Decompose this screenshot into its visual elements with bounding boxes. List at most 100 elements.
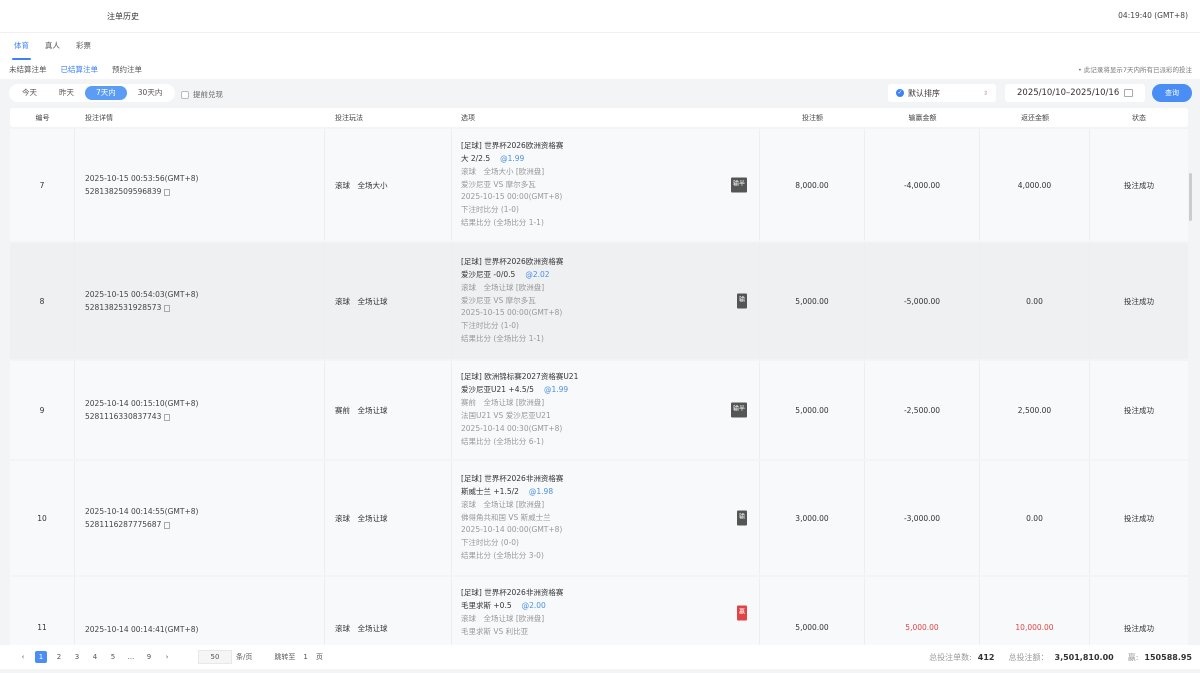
updown-arrow-icon: ⇕ [982, 89, 988, 97]
bet-id: 5281382509596839 [85, 185, 198, 198]
tab-unsettled[interactable]: 未结算注单 [9, 65, 47, 74]
calendar-icon[interactable] [1124, 89, 1133, 97]
page-9[interactable]: 9 [146, 653, 152, 661]
col-bet-type: 投注玩法 [335, 113, 363, 122]
bet-id: 5281116330837743 [85, 410, 198, 423]
return-amount: 4,000.00 [980, 129, 1090, 241]
selection-line: 2025-10-14 00:30(GMT+8) [461, 423, 563, 433]
selection-line: 结果比分 (全场比分 3-0) [461, 551, 544, 561]
selection: [足球] 世界杯2026欧洲资格赛大 2/2.5 @1.99 滚球 全场大小 [欧洲… [452, 129, 760, 241]
records-note: • 此记录将显示7天内所有已派彩的投注 [1077, 66, 1192, 74]
bet-details: 2025-10-15 00:53:56(GMT+8) 52813825095968… [75, 129, 325, 241]
result-badge: 输半 [730, 177, 747, 193]
col-bet-details: 投注详情 [85, 113, 113, 122]
page-1[interactable]: 1 [35, 651, 47, 663]
selection-line: 下注时比分 (1-0) [461, 205, 519, 215]
selection-detail: [足球] 世界杯2026欧洲资格赛 爱沙尼亚 -0/0.5 @2.02 滚球 全场让球… [461, 246, 759, 356]
page-size-input[interactable]: 50 [198, 650, 232, 664]
odds: @2.00 [521, 600, 546, 610]
next-page-icon[interactable]: › [165, 653, 169, 661]
pick: 爱沙尼亚U21 +4.5/5 @1.99 [461, 385, 569, 395]
total-count: 412 [977, 652, 995, 662]
scrollbar[interactable] [1189, 173, 1192, 221]
win-loss: -3,000.00 [865, 461, 980, 575]
bet-id: 5281116287775687 [85, 518, 198, 531]
col-number: 编号 [35, 113, 50, 122]
league: [足球] 世界杯2026欧洲资格赛 [461, 140, 564, 150]
early-cashout-checkbox[interactable]: 提前兑现 [181, 89, 223, 100]
date-range-input[interactable]: 2025/10/10–2025/10/16 [1005, 84, 1145, 102]
bet-details: 2025-10-14 00:15:10(GMT+8) 52811163308377… [75, 361, 325, 459]
win-loss: 5,000.00 [865, 577, 980, 647]
page-4[interactable]: 4 [92, 653, 98, 661]
odds: @1.99 [543, 385, 569, 395]
range-today[interactable]: 今天 [22, 88, 37, 97]
check-circle-icon: ✓ [896, 89, 904, 97]
selection-line: 2025-10-14 00:00(GMT+8) [461, 525, 563, 535]
league: [足球] 世界杯2026非洲资格赛 [461, 588, 564, 597]
copy-icon[interactable] [164, 413, 171, 421]
range-yesterday[interactable]: 昨天 [59, 88, 74, 97]
total-win-label: 赢: [1127, 652, 1139, 662]
tab-sports[interactable]: 体育 [12, 41, 31, 60]
selection-line: 滚球 全场让球 [欧洲盘] [461, 282, 545, 292]
prev-page-icon[interactable]: ‹ [21, 653, 25, 661]
table-row: 11 2025-10-14 00:14:41(GMT+8) 滚球 全场让球 [足球] … [10, 577, 1188, 647]
return-amount: 0.00 [980, 243, 1090, 359]
stake: 5,000.00 [760, 243, 865, 359]
copy-icon[interactable] [164, 304, 171, 312]
tab-reserved[interactable]: 预约注单 [112, 65, 142, 74]
status: 投注成功 [1124, 624, 1154, 633]
selection-line: 下注时比分 (1-0) [461, 321, 519, 331]
row-number: 10 [10, 461, 75, 575]
checkbox-icon[interactable] [181, 90, 189, 99]
bet-details-text: 2025-10-14 00:14:41(GMT+8) [85, 623, 198, 636]
sort-value: 默认排序 [908, 88, 940, 98]
range-30-days[interactable]: 30天内 [137, 88, 163, 97]
row-number: 9 [10, 361, 75, 459]
page-ellipsis[interactable]: ... [127, 653, 135, 661]
date-range-value: 2025/10/10–2025/10/16 [1017, 88, 1120, 98]
page-3[interactable]: 3 [74, 653, 80, 661]
pick: 斯威士兰 +1.5/2 @1.98 [461, 486, 554, 496]
league: [足球] 世界杯2026非洲资格赛 [461, 473, 564, 483]
pick: 爱沙尼亚 -0/0.5 @2.02 [461, 269, 550, 279]
jump-input[interactable]: 1 [303, 653, 308, 661]
table-row: 9 2025-10-14 00:15:10(GMT+8) 5281116330837… [10, 361, 1188, 459]
total-count-label: 总投注单数: [929, 652, 972, 662]
total-amount-label: 总投注额： [1008, 652, 1049, 662]
selection-line: 结果比分 (全场比分 1-1) [461, 218, 544, 228]
win-loss: -4,000.00 [865, 129, 980, 241]
stake: 5,000.00 [760, 577, 865, 647]
category-tabs: 体育 真人 彩票 [12, 40, 91, 60]
tab-settled[interactable]: 已结算注单 [60, 65, 98, 81]
selection-line: 毛里求斯 VS 利比亚 [461, 626, 529, 636]
stake: 5,000.00 [760, 361, 865, 459]
win-loss: -2,500.00 [865, 361, 980, 459]
bet-type: 滚球 全场大小 [325, 129, 452, 241]
table-header: 编号 投注详情 投注玩法 选项 投注额 输赢金额 返还金额 状态 [10, 108, 1188, 127]
selection-line: 结果比分 (全场比分 6-1) [461, 436, 544, 446]
bet-details: 2025-10-14 00:14:55(GMT+8) 52811162877756… [75, 461, 325, 575]
total-win: 150588.95 [1144, 652, 1192, 662]
page-5[interactable]: 5 [110, 653, 116, 661]
selection: [足球] 欧洲锦标赛2027资格赛U21 爱沙尼亚U21 +4.5/5 @1.99 赛… [452, 361, 760, 459]
odds: @1.98 [528, 486, 554, 496]
status: 投注成功 [1124, 405, 1154, 415]
league: [足球] 欧洲锦标赛2027资格赛U21 [461, 372, 579, 382]
query-button[interactable]: 查询 [1152, 84, 1192, 102]
tab-lottery[interactable]: 彩票 [76, 41, 91, 50]
league: [足球] 世界杯2026欧洲资格赛 [461, 256, 564, 266]
top-bar: 注单历史 04:19:40 (GMT+8) [0, 0, 1200, 33]
copy-icon[interactable] [164, 521, 171, 529]
tab-live-casino[interactable]: 真人 [45, 41, 60, 50]
jump-unit: 页 [315, 653, 323, 661]
content-panel: 今天 昨天 7天内 30天内 提前兑现 ✓ 默认排序 ⇕ 2025/10/10–20… [0, 79, 1200, 673]
sort-select[interactable]: ✓ 默认排序 ⇕ [888, 84, 996, 102]
copy-icon[interactable] [164, 188, 171, 196]
bet-status-tabs: 未结算注单 已结算注单 预约注单 [9, 64, 142, 81]
footer: ‹ 1 2 3 4 5 ... 9 › 50 条/页 跳转至 1 页 总投注单数… [0, 645, 1200, 669]
win-loss: -5,000.00 [865, 243, 980, 359]
page-2[interactable]: 2 [56, 653, 62, 661]
range-7-days[interactable]: 7天内 [85, 86, 127, 100]
